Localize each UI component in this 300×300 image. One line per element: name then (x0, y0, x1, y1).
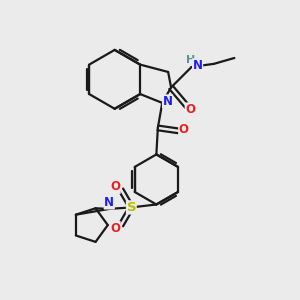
Text: O: O (179, 123, 189, 136)
Text: N: N (104, 196, 114, 209)
Text: N: N (193, 59, 202, 72)
Text: O: O (110, 180, 120, 193)
Text: S: S (127, 201, 136, 214)
Text: O: O (110, 221, 120, 235)
Text: O: O (185, 103, 195, 116)
Text: H: H (186, 55, 195, 65)
Text: N: N (163, 95, 172, 108)
